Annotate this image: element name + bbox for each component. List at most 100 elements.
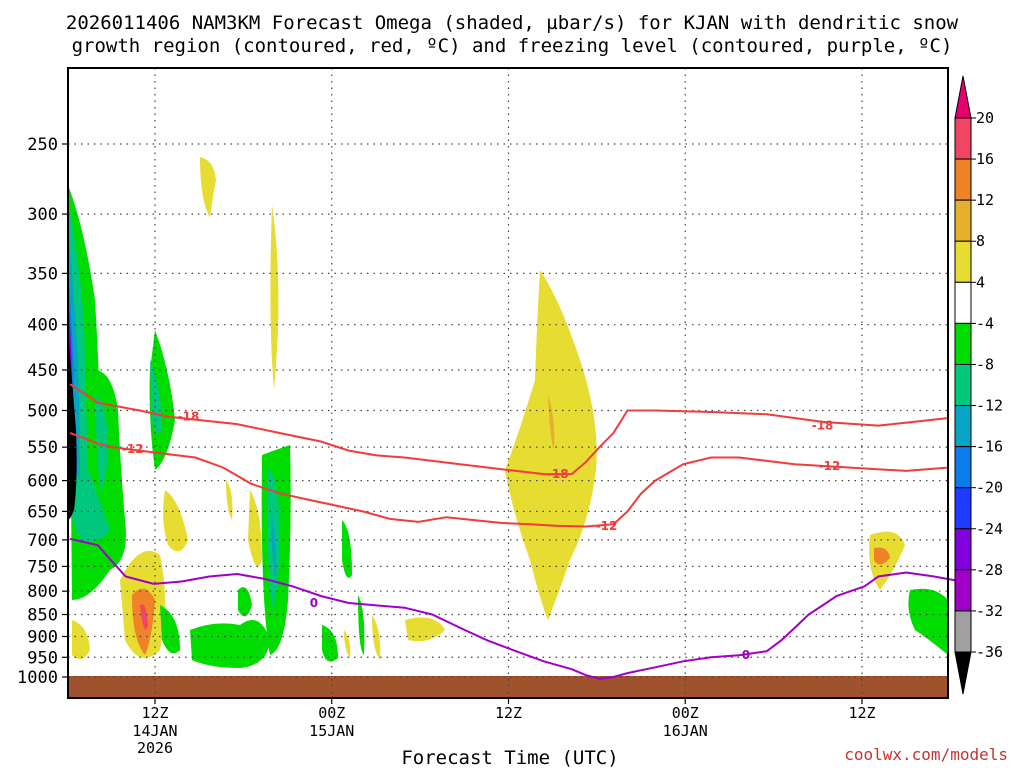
y-tick-label: 900 — [27, 627, 58, 647]
shade-green-small2 — [342, 520, 352, 578]
credit-text: coolwx.com/models — [844, 745, 1008, 764]
shade-yellow-mid2 — [248, 490, 262, 567]
shade-teal-col2 — [95, 395, 108, 490]
colorbar-label: -20 — [976, 479, 1003, 497]
contour-label: -18 — [178, 410, 200, 424]
y-tick-label: 550 — [27, 438, 58, 458]
plot-frame — [67, 67, 949, 699]
y-tick-label: 600 — [27, 472, 58, 492]
shade-yellow-bot3 — [344, 630, 351, 658]
x-tick-date: 14JAN — [132, 722, 177, 740]
colorbar-label: -8 — [976, 355, 994, 373]
chart-title-line1: 2026011406 NAM3KM Forecast Omega (shaded… — [66, 12, 959, 34]
y-tick-label: 850 — [27, 606, 58, 626]
colorbar-swatch — [954, 487, 972, 530]
y-tick-label: 750 — [27, 557, 58, 577]
colorbar-label: -12 — [976, 397, 1003, 415]
x-tick-label: 12Z — [495, 704, 522, 722]
colorbar: 20 16 12 8 4 -4 -8 -12 -16 -20 -24 -28 -32 -36 — [954, 75, 1003, 695]
shade-green-bottom-mid — [190, 620, 270, 668]
x-tick-label: 12Z — [848, 704, 875, 722]
colorbar-swatch — [954, 158, 972, 201]
x-tick-date: 15JAN — [309, 722, 354, 740]
contour-label: 0 — [742, 648, 750, 662]
shade-green-bottom-left — [160, 605, 180, 654]
shade-yellow-main — [505, 270, 597, 620]
contour-label: 0 — [310, 596, 318, 610]
colorbar-swatch — [954, 240, 972, 283]
plot-background — [68, 68, 948, 698]
shade-orange-right — [874, 547, 890, 565]
shade-black-west — [68, 330, 77, 520]
contour-label: -12 — [819, 459, 841, 473]
shade-cyan-col4 — [271, 510, 277, 580]
colorbar-label: -28 — [976, 561, 1003, 579]
y-axis-ticks: 2503003504004505005506006507007508008509… — [17, 135, 68, 688]
contour-label: -12 — [596, 519, 618, 533]
shade-yellow-bot2 — [372, 615, 381, 660]
y-tick-label: 1000 — [17, 668, 58, 688]
colorbar-swatch — [954, 322, 972, 365]
shade-green-small4 — [358, 595, 365, 655]
contour-label: -18 — [547, 467, 569, 481]
y-tick-label: 800 — [27, 582, 58, 602]
colorbar-swatch — [954, 199, 972, 242]
colorbar-label: -4 — [976, 314, 994, 332]
chart-title-line2: growth region (contoured, red, ºC) and f… — [72, 35, 953, 57]
colorbar-label: 20 — [976, 109, 994, 127]
y-tick-label: 350 — [27, 264, 58, 284]
y-tick-label: 450 — [27, 361, 58, 381]
x-tick-year: 2026 — [137, 739, 173, 757]
y-tick-label: 400 — [27, 316, 58, 336]
colorbar-swatch — [954, 569, 972, 612]
contour-line — [69, 537, 963, 680]
shade-yellow-upper — [200, 157, 216, 218]
x-axis-label: Forecast Time (UTC) — [401, 747, 618, 768]
shade-green-right — [908, 588, 948, 655]
shade-yellow-mid — [163, 490, 188, 552]
shade-red-left — [140, 604, 148, 630]
shade-yellow-small — [226, 480, 233, 520]
colorbar-over-triangle — [954, 75, 972, 119]
colorbar-swatch — [954, 610, 972, 653]
colorbar-label: 16 — [976, 150, 994, 168]
y-tick-label: 650 — [27, 502, 58, 522]
shade-yellow-lowleft — [72, 620, 90, 659]
y-tick-label: 700 — [27, 531, 58, 551]
shade-yellow-column — [270, 205, 279, 390]
contour-lines: -18 -18 -18 -12 -12 -12 0 0 — [69, 383, 963, 680]
colorbar-label: -32 — [976, 602, 1003, 620]
omega-shading — [68, 157, 948, 668]
shade-yellow-bot1 — [405, 617, 445, 642]
shade-green-small3 — [322, 625, 338, 662]
contour-label: -18 — [812, 419, 834, 433]
y-tick-label: 300 — [27, 205, 58, 225]
shade-gold-main — [548, 395, 555, 450]
y-tick-label: 950 — [27, 648, 58, 668]
x-tick-label: 00Z — [318, 704, 345, 722]
colorbar-label: -24 — [976, 520, 1003, 538]
colorbar-swatch — [954, 446, 972, 489]
contour-label: -12 — [122, 442, 144, 456]
colorbar-swatch — [954, 405, 972, 448]
colorbar-under-triangle — [954, 651, 972, 695]
contour-line — [69, 383, 949, 476]
y-tick-label: 500 — [27, 402, 58, 422]
colorbar-label: -36 — [976, 643, 1003, 661]
x-tick-date: 16JAN — [663, 722, 708, 740]
contour-line — [69, 431, 949, 528]
grid-lines — [68, 68, 948, 698]
colorbar-swatch — [954, 363, 972, 407]
colorbar-label: -16 — [976, 438, 1003, 456]
colorbar-swatch — [954, 281, 972, 324]
colorbar-label: 4 — [976, 273, 985, 291]
x-tick-label: 00Z — [672, 704, 699, 722]
shade-green-col3 — [149, 330, 175, 470]
colorbar-label: 12 — [976, 191, 994, 209]
shade-green-small1 — [238, 587, 252, 617]
colorbar-swatch — [954, 117, 972, 160]
x-tick-label: 12Z — [141, 704, 168, 722]
colorbar-swatch — [954, 528, 972, 571]
